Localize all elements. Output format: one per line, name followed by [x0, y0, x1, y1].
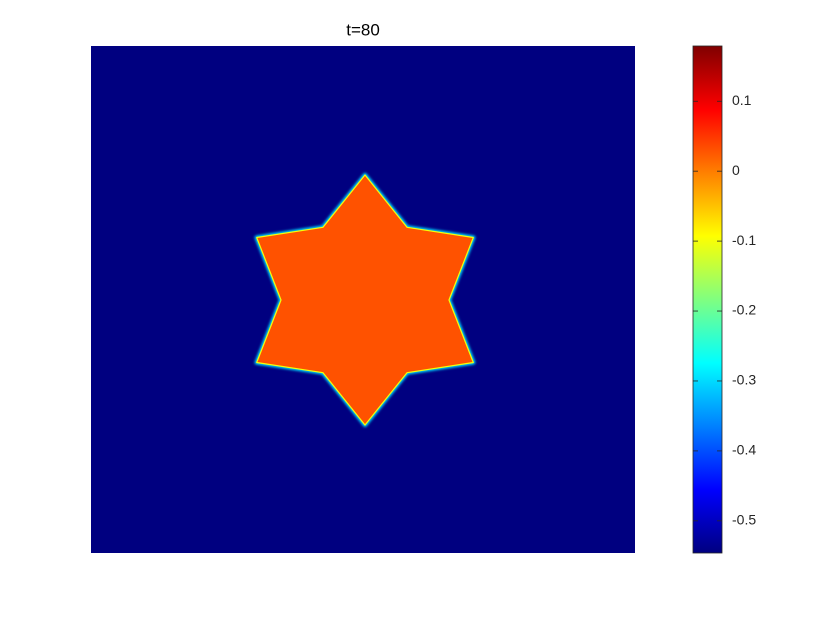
chart-title: t=80 [346, 20, 380, 39]
crystal [256, 174, 474, 426]
colorbar [692, 45, 723, 554]
colorbar-tick-label: -0.3 [732, 372, 756, 388]
colorbar-tick-label: -0.5 [732, 512, 756, 528]
colorbar-tick-label: 0.1 [732, 92, 752, 108]
colorbar-tick-label: -0.1 [732, 232, 756, 248]
colorbar-tick-label: -0.2 [732, 302, 756, 318]
colorbar-tick-label: -0.4 [732, 442, 756, 458]
colorbar-tick-label: 0 [732, 162, 740, 178]
